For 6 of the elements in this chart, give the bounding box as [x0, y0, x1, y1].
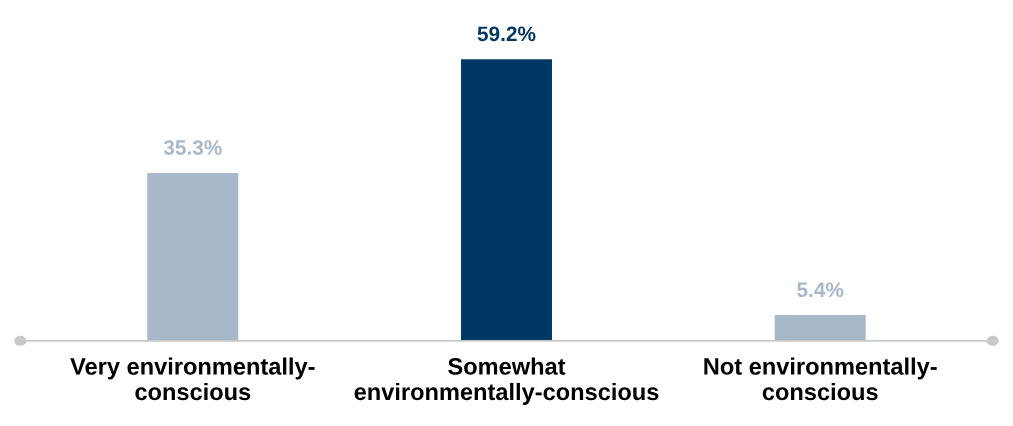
- x-tick-label: Somewhat environmentally-conscious: [354, 357, 659, 405]
- data-label: 35.3%: [163, 140, 222, 155]
- x-tick-label: Not environmentally- conscious: [704, 357, 937, 401]
- x-tick-label: Very environmentally- conscious: [70, 357, 315, 401]
- data-label: 5.4%: [797, 282, 844, 298]
- data-label: 59.2%: [477, 26, 536, 42]
